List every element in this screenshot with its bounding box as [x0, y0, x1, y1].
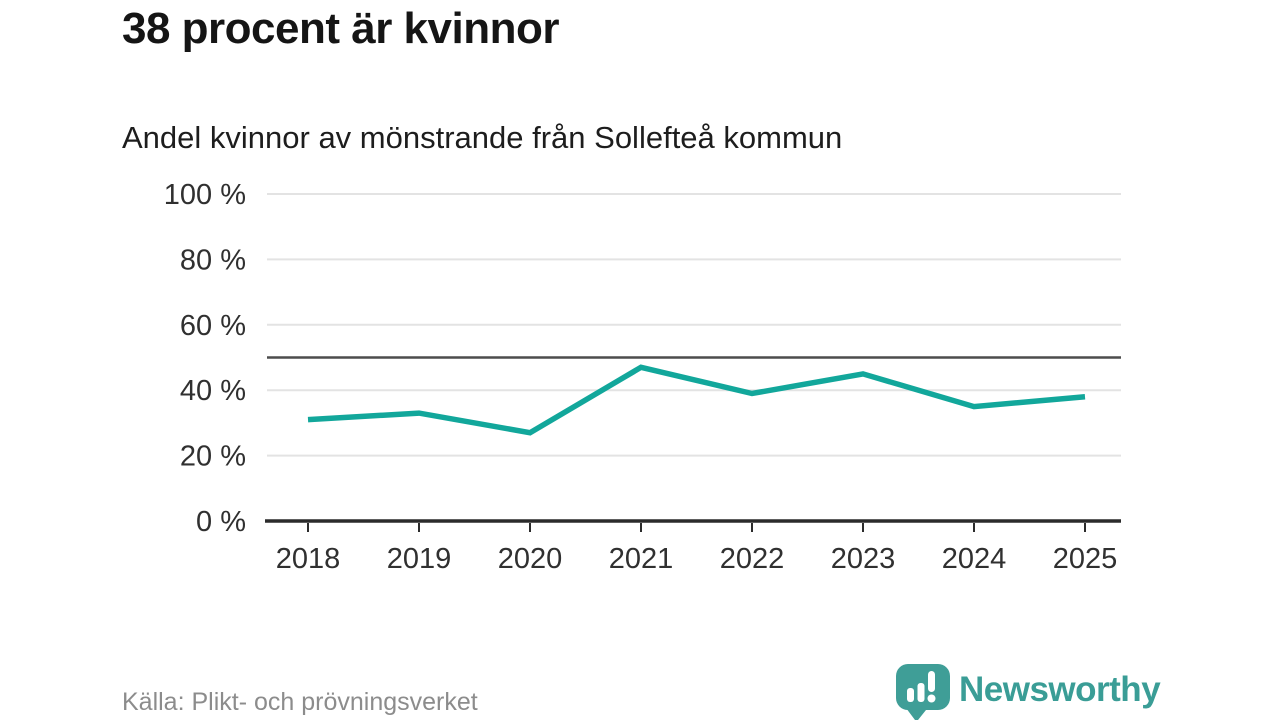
logo-bar-2: [917, 683, 925, 702]
x-tick-label: 2022: [720, 543, 785, 575]
x-tick-label: 2025: [1053, 543, 1118, 575]
newsworthy-wordmark: Newsworthy: [959, 669, 1161, 709]
x-tick-label: 2019: [387, 543, 452, 575]
x-tick-label: 2021: [609, 543, 674, 575]
x-tick-label: 2020: [498, 543, 563, 575]
y-tick-label: 0 %: [196, 506, 246, 538]
y-tick-label: 20 %: [180, 441, 246, 473]
x-tick-label: 2023: [831, 543, 896, 575]
y-tick-label: 60 %: [180, 310, 246, 342]
x-tick-label: 2018: [276, 543, 341, 575]
newsworthy-logo-icon: [896, 664, 950, 720]
chart-subtitle: Andel kvinnor av mönstrande från Solleft…: [122, 120, 843, 155]
data-line: [307, 364, 1086, 436]
source-note: Källa: Plikt- och prövningsverket: [122, 688, 478, 716]
y-tick-label: 40 %: [180, 375, 246, 407]
y-tick-label: 100 %: [164, 179, 246, 211]
x-tick-label: 2024: [942, 543, 1007, 575]
logo-exclamation-dot: [927, 694, 936, 703]
newsworthy-logo: Newsworthy: [896, 664, 1161, 720]
logo-exclamation-bar: [928, 671, 935, 692]
y-tick-label: 80 %: [180, 244, 246, 276]
chart-title: 38 procent är kvinnor: [122, 4, 559, 53]
logo-bar-1: [907, 688, 914, 702]
